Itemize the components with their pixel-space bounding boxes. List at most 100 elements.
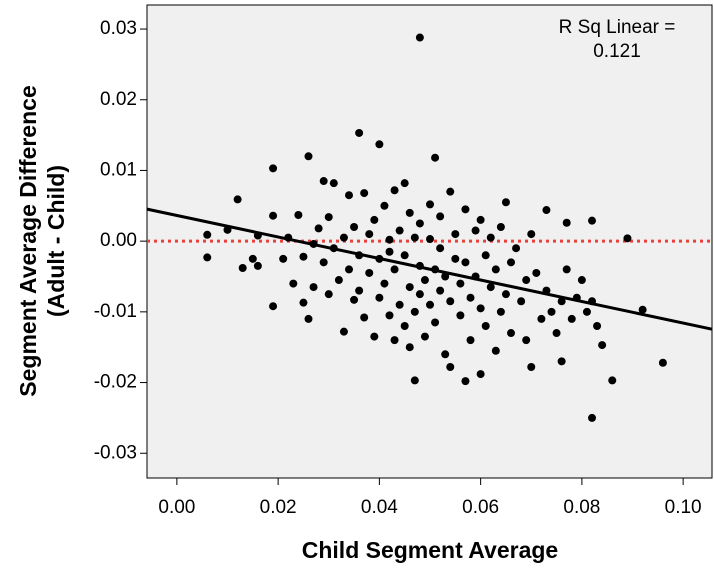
point — [476, 370, 485, 379]
point — [360, 313, 369, 322]
point — [522, 336, 531, 345]
point — [486, 233, 495, 242]
point — [496, 223, 505, 232]
point — [289, 279, 298, 288]
point — [466, 336, 475, 345]
point — [400, 321, 409, 330]
point — [466, 293, 475, 302]
annotation: R Sq Linear = — [559, 17, 676, 38]
point — [355, 128, 364, 137]
point — [395, 226, 404, 235]
point — [491, 265, 500, 274]
point — [334, 276, 343, 285]
y-tick-label: -0.03 — [94, 442, 137, 463]
point — [253, 261, 262, 270]
point — [431, 318, 440, 327]
point — [451, 230, 460, 239]
point — [400, 179, 409, 188]
point — [415, 290, 424, 299]
point — [350, 223, 359, 232]
point — [658, 358, 667, 367]
point — [375, 140, 384, 149]
point — [593, 321, 602, 330]
annotation: 0.121 — [593, 41, 641, 62]
point — [461, 205, 470, 214]
point — [365, 230, 374, 239]
fit-line — [146, 207, 713, 331]
point — [527, 362, 536, 371]
point — [238, 264, 247, 273]
point — [527, 230, 536, 239]
point — [588, 413, 597, 422]
point — [491, 346, 500, 355]
x-tick-label: 0.00 — [158, 497, 195, 518]
x-tick-label: 0.06 — [462, 497, 499, 518]
point — [426, 235, 435, 244]
point — [441, 272, 450, 281]
x-axis-label: Child Segment Average — [302, 537, 558, 563]
point — [426, 300, 435, 309]
point — [562, 265, 571, 274]
point — [446, 187, 455, 196]
point — [598, 341, 607, 350]
point — [532, 268, 541, 277]
point — [370, 215, 379, 224]
point — [304, 152, 313, 161]
point — [309, 283, 318, 292]
point — [501, 198, 510, 207]
point — [446, 362, 455, 371]
point — [512, 244, 521, 253]
point — [496, 307, 505, 316]
point — [365, 268, 374, 277]
point — [345, 191, 354, 200]
point — [299, 252, 308, 261]
point — [451, 254, 460, 263]
point — [319, 177, 328, 186]
point — [203, 230, 212, 239]
point — [385, 235, 394, 244]
point — [476, 215, 485, 224]
point — [324, 213, 333, 222]
point — [405, 283, 414, 292]
point — [557, 297, 566, 306]
point — [415, 219, 424, 228]
point — [436, 212, 445, 221]
point — [507, 258, 516, 267]
point — [400, 251, 409, 260]
point — [304, 314, 313, 323]
point — [233, 195, 242, 204]
x-tick-label: 0.02 — [260, 497, 297, 518]
point — [456, 311, 465, 320]
point — [522, 276, 531, 285]
point — [567, 314, 576, 323]
point — [410, 307, 419, 316]
point — [350, 295, 359, 304]
point — [370, 332, 379, 341]
y-tick-label: -0.02 — [94, 372, 137, 393]
point — [638, 305, 647, 314]
point — [542, 206, 551, 215]
point — [410, 376, 419, 385]
y-axis-label: Segment Average Difference — [15, 85, 41, 396]
point — [547, 307, 556, 316]
point — [426, 200, 435, 209]
point — [269, 164, 278, 173]
point — [577, 276, 586, 285]
point — [420, 332, 429, 341]
point — [279, 254, 288, 263]
point — [339, 327, 348, 336]
point — [537, 314, 546, 323]
point — [269, 211, 278, 220]
point — [385, 311, 394, 320]
point — [481, 251, 490, 260]
y-tick-label: 0.03 — [100, 18, 137, 39]
point — [446, 297, 455, 306]
point — [319, 258, 328, 267]
point — [415, 33, 424, 42]
point — [395, 300, 404, 309]
point — [410, 233, 419, 242]
x-tick-label: 0.04 — [361, 497, 398, 518]
y-tick-label: 0.02 — [100, 89, 137, 110]
y-tick-label: 0.00 — [100, 230, 137, 251]
